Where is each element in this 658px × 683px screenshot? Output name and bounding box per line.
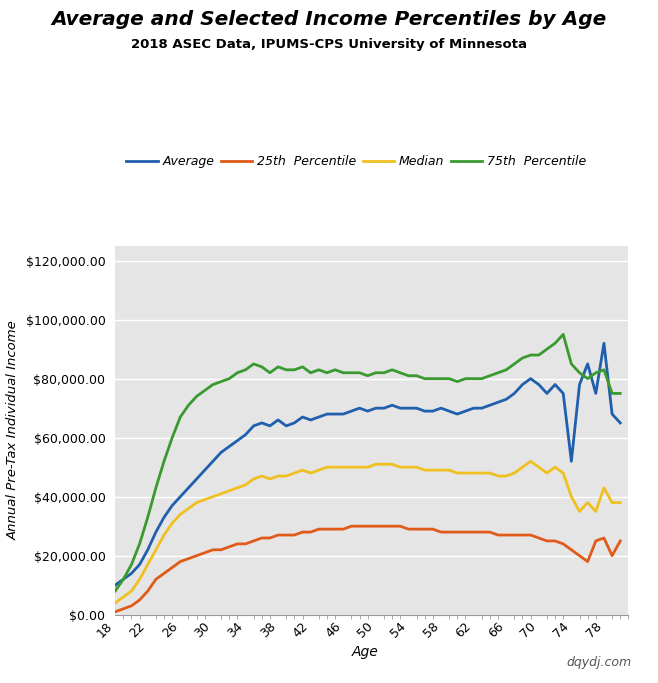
Median (249, 475, 257, 483)
Average (617, 419, 624, 427)
25th  Percentile (111, 608, 119, 616)
Median (111, 599, 119, 607)
75th  Percentile (364, 372, 372, 380)
75th  Percentile (249, 360, 257, 368)
Line: 75th  Percentile: 75th Percentile (115, 335, 620, 591)
25th  Percentile (372, 522, 380, 530)
Average (266, 422, 274, 430)
Median (461, 469, 469, 477)
Median (526, 457, 534, 465)
Median (617, 499, 624, 507)
75th  Percentile (617, 389, 624, 398)
75th  Percentile (347, 369, 355, 377)
25th  Percentile (347, 522, 355, 530)
25th  Percentile (266, 534, 274, 542)
Median (608, 499, 616, 507)
75th  Percentile (461, 374, 469, 382)
Median (364, 463, 372, 471)
Line: Median: Median (115, 461, 620, 603)
25th  Percentile (470, 528, 478, 536)
Text: Average and Selected Income Percentiles by Age: Average and Selected Income Percentiles … (51, 10, 607, 29)
Y-axis label: Annual Pre-Tax Individual Income: Annual Pre-Tax Individual Income (7, 320, 20, 540)
75th  Percentile (608, 389, 616, 398)
Text: 2018 ASEC Data, IPUMS-CPS University of Minnesota: 2018 ASEC Data, IPUMS-CPS University of … (131, 38, 527, 51)
Average (608, 410, 616, 418)
75th  Percentile (266, 369, 274, 377)
75th  Percentile (559, 331, 567, 339)
Text: Age: Age (352, 645, 378, 659)
Average (249, 422, 257, 430)
25th  Percentile (249, 537, 257, 545)
Average (461, 407, 469, 415)
25th  Percentile (617, 537, 624, 545)
Line: Average: Average (115, 344, 620, 585)
75th  Percentile (111, 587, 119, 595)
Line: 25th  Percentile: 25th Percentile (115, 526, 620, 612)
Average (347, 407, 355, 415)
Average (364, 407, 372, 415)
Text: dqydj.com: dqydj.com (567, 656, 632, 669)
25th  Percentile (355, 522, 363, 530)
Legend: Average, 25th  Percentile, Median, 75th  Percentile: Average, 25th Percentile, Median, 75th P… (121, 150, 591, 173)
25th  Percentile (608, 552, 616, 560)
Median (347, 463, 355, 471)
Average (111, 581, 119, 589)
Median (266, 475, 274, 483)
Average (600, 339, 608, 348)
